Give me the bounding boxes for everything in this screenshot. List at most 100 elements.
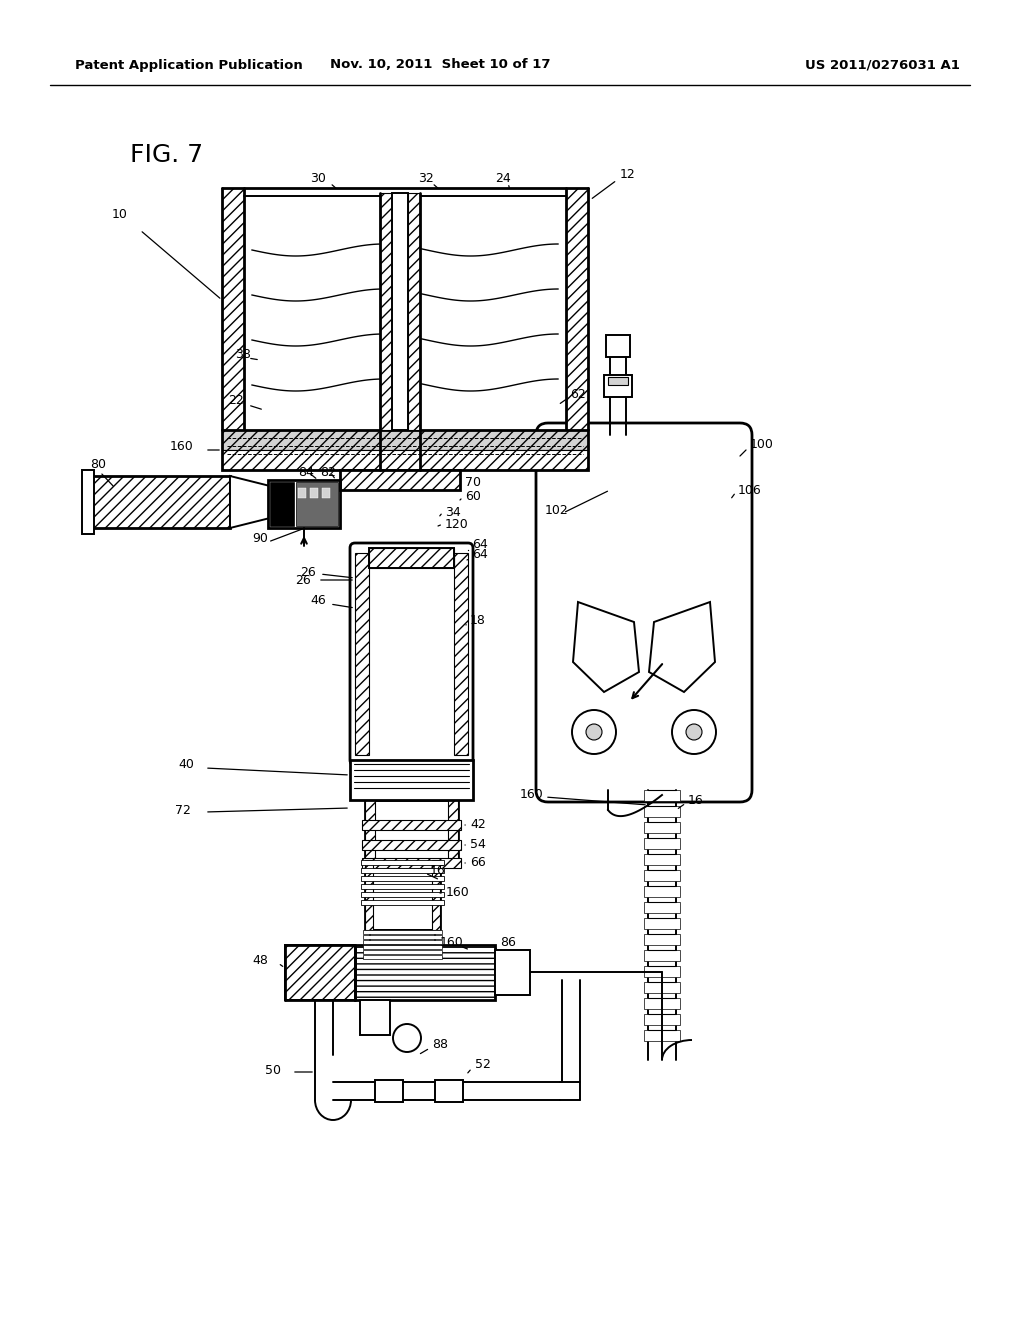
Bar — [90, 477, 230, 528]
Text: 100: 100 — [750, 438, 774, 451]
Bar — [340, 470, 460, 490]
Bar — [355, 553, 369, 755]
Bar — [360, 1001, 390, 1035]
Bar — [296, 482, 338, 525]
Bar — [90, 477, 230, 528]
Text: 66: 66 — [470, 857, 485, 870]
Text: 106: 106 — [738, 483, 762, 496]
Bar — [361, 884, 444, 888]
Bar — [365, 861, 440, 931]
Bar — [322, 488, 330, 498]
Text: 70: 70 — [465, 475, 481, 488]
Bar — [369, 548, 454, 568]
Bar — [644, 982, 680, 993]
Circle shape — [586, 723, 602, 741]
Text: 84: 84 — [298, 466, 314, 479]
Bar — [644, 870, 680, 882]
Text: 160: 160 — [446, 887, 470, 899]
Bar — [644, 966, 680, 977]
Text: 60: 60 — [465, 491, 481, 503]
Bar — [644, 1014, 680, 1026]
Bar — [644, 822, 680, 833]
Bar — [268, 480, 340, 528]
Text: 90: 90 — [252, 532, 268, 544]
Text: 50: 50 — [265, 1064, 281, 1077]
Text: 46: 46 — [310, 594, 326, 606]
Text: 22: 22 — [228, 393, 244, 407]
Text: 38: 38 — [234, 348, 251, 362]
Bar — [369, 548, 454, 568]
Bar — [365, 861, 373, 931]
Text: 86: 86 — [500, 936, 516, 949]
Text: US 2011/0276031 A1: US 2011/0276031 A1 — [805, 58, 961, 71]
Text: 54: 54 — [470, 838, 485, 851]
Bar — [449, 800, 458, 861]
Text: 26: 26 — [295, 573, 310, 586]
Bar — [361, 876, 444, 880]
Bar — [435, 1080, 463, 1102]
Bar — [644, 838, 680, 849]
Bar — [604, 375, 632, 397]
Bar — [355, 945, 495, 1001]
Text: 16: 16 — [688, 793, 703, 807]
FancyBboxPatch shape — [536, 422, 752, 803]
Bar — [362, 945, 442, 949]
Bar — [454, 553, 468, 755]
Text: 48: 48 — [252, 953, 268, 966]
Bar — [270, 482, 294, 525]
Polygon shape — [649, 602, 715, 692]
Bar — [375, 1080, 403, 1102]
Text: 40: 40 — [178, 759, 194, 771]
Bar — [361, 900, 444, 906]
Text: 102: 102 — [545, 503, 568, 516]
Bar — [310, 488, 318, 498]
Bar — [392, 193, 408, 430]
Text: Nov. 10, 2011  Sheet 10 of 17: Nov. 10, 2011 Sheet 10 of 17 — [330, 58, 550, 71]
Bar — [495, 950, 530, 995]
Text: 52: 52 — [475, 1059, 490, 1072]
Text: 16: 16 — [430, 863, 445, 876]
Text: 120: 120 — [445, 517, 469, 531]
Text: 160: 160 — [170, 441, 194, 454]
Text: 160: 160 — [520, 788, 544, 801]
Text: 42: 42 — [470, 818, 485, 832]
Bar — [644, 789, 680, 801]
Bar — [644, 854, 680, 865]
Circle shape — [393, 1024, 421, 1052]
Bar — [350, 760, 473, 800]
Text: 24: 24 — [495, 172, 511, 185]
Text: 32: 32 — [418, 172, 434, 185]
Text: 72: 72 — [175, 804, 190, 817]
Bar — [362, 840, 461, 850]
Bar — [361, 869, 444, 873]
Bar — [362, 950, 442, 954]
Text: 10: 10 — [112, 209, 128, 222]
Bar — [340, 470, 460, 490]
Bar — [608, 378, 628, 385]
Bar — [362, 858, 461, 869]
Bar — [566, 187, 588, 430]
Text: Patent Application Publication: Patent Application Publication — [75, 58, 303, 71]
Polygon shape — [230, 477, 270, 528]
Bar — [365, 800, 458, 861]
Text: 12: 12 — [620, 169, 636, 181]
Text: 80: 80 — [90, 458, 106, 471]
Bar — [408, 193, 420, 430]
Bar — [361, 861, 444, 865]
Bar — [644, 998, 680, 1010]
Text: 64: 64 — [472, 549, 487, 561]
Text: 64: 64 — [472, 539, 487, 552]
Text: 160: 160 — [440, 936, 464, 949]
Bar — [362, 820, 461, 830]
FancyBboxPatch shape — [350, 543, 473, 766]
Text: 18: 18 — [470, 614, 485, 627]
Polygon shape — [285, 945, 355, 1001]
Bar — [380, 193, 392, 430]
Circle shape — [572, 710, 616, 754]
Bar — [298, 488, 306, 498]
Circle shape — [672, 710, 716, 754]
Bar — [222, 430, 588, 450]
Bar — [222, 430, 588, 470]
Bar — [644, 807, 680, 817]
Text: 62: 62 — [570, 388, 586, 401]
